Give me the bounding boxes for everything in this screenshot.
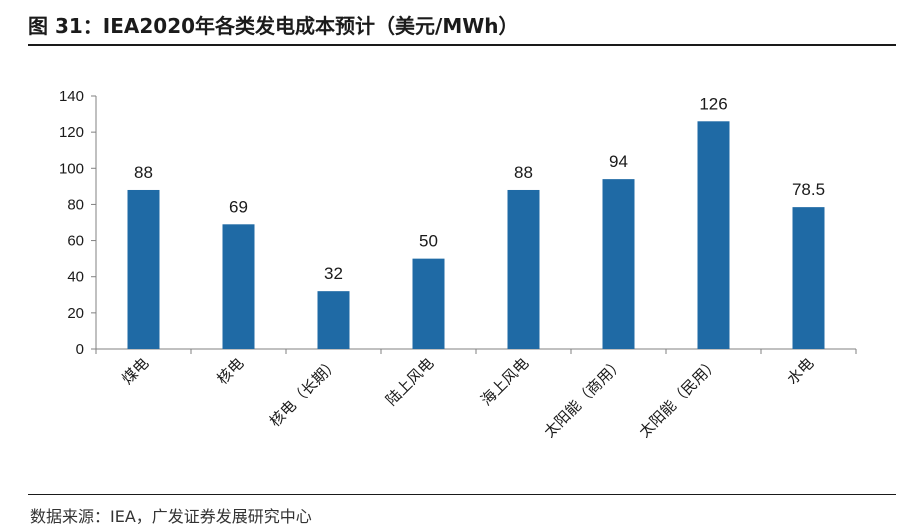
y-tick-label: 80: [67, 196, 84, 213]
category-label: 海上风电: [477, 354, 532, 409]
category-label: 太阳能（商用）: [540, 354, 627, 441]
y-tick-label: 100: [59, 160, 84, 177]
category-label: 水电: [783, 354, 817, 388]
data-label: 88: [514, 163, 533, 182]
figure-title: 图 31：IEA2020年各类发电成本预计（美元/MWh）: [28, 14, 519, 38]
bar: [697, 121, 730, 349]
data-label: 88: [134, 163, 153, 182]
y-tick-label: 0: [76, 341, 84, 358]
source-rule: [28, 494, 896, 495]
bar: [602, 179, 635, 349]
category-label: 核电: [213, 354, 247, 388]
y-tick-label: 120: [59, 124, 84, 141]
category-label: 太阳能（民用）: [635, 354, 722, 441]
bar: [792, 207, 825, 349]
y-tick-label: 20: [67, 305, 84, 322]
title-rule: [28, 44, 896, 46]
y-tick-label: 140: [59, 88, 84, 105]
data-label: 126: [699, 94, 727, 113]
category-label: 核电（长期）: [266, 354, 342, 430]
category-label: 煤电: [118, 354, 152, 388]
data-label: 78.5: [792, 180, 825, 199]
bar: [317, 291, 350, 349]
bar: [507, 189, 540, 349]
bar-chart: 0 20 40 60 80 100 120 140 88 煤电 69 核电 32 核电（长期） 50 陆上风电…: [59, 88, 857, 441]
bar: [127, 189, 160, 349]
data-label: 32: [324, 264, 343, 283]
bar: [222, 224, 255, 349]
category-label: 陆上风电: [382, 354, 437, 409]
bar: [412, 258, 445, 349]
data-label: 50: [419, 232, 438, 251]
data-label: 94: [609, 152, 628, 171]
data-label: 69: [229, 197, 248, 216]
source-note: 数据来源：IEA，广发证券发展研究中心: [30, 507, 312, 526]
y-tick-label: 60: [67, 233, 84, 250]
y-tick-label: 40: [67, 269, 84, 286]
